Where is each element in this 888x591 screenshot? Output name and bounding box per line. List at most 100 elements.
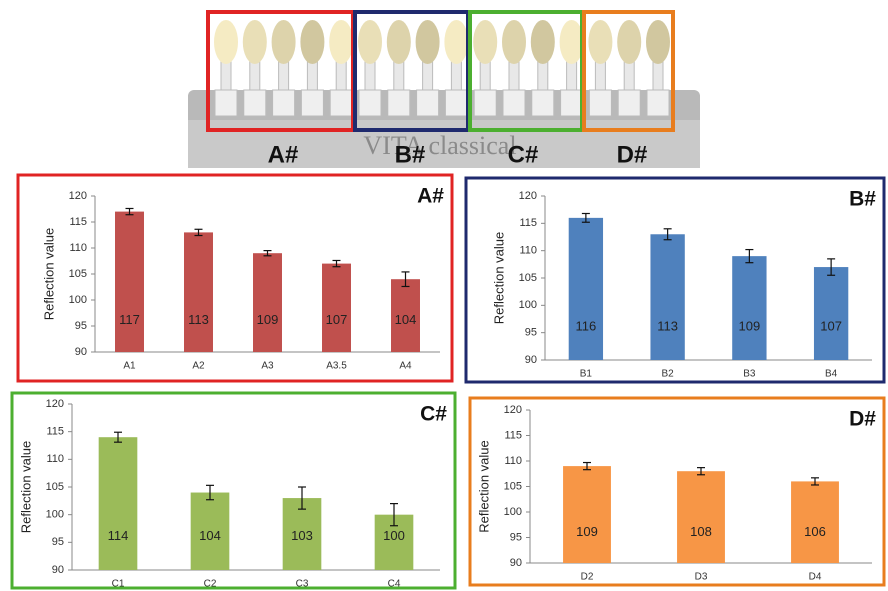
tooth [387,20,411,64]
bar [814,267,848,360]
bar [322,264,351,352]
tooth-stem [279,60,289,92]
y-tick-label: 120 [46,398,64,410]
value-label: 113 [188,312,209,327]
tooth-tab [244,90,266,116]
tooth [646,20,670,64]
tooth-tab [273,90,295,116]
chart-title: C# [420,403,447,426]
tooth-tab [647,90,669,116]
tooth [617,20,641,64]
value-label: 109 [576,524,598,539]
tooth-tab [359,90,381,116]
value-label: 116 [576,319,597,334]
y-tick-label: 115 [519,217,537,229]
y-tick-label: 100 [69,294,87,306]
value-label: 104 [199,528,221,543]
tooth-stem [509,60,519,92]
tooth-tab [388,90,410,116]
value-label: 113 [657,319,678,334]
y-tick-label: 90 [510,557,522,569]
bar [732,256,766,360]
bar [253,253,282,352]
y-tick-label: 110 [46,453,64,465]
tooth [531,20,555,64]
y-tick-label: 100 [46,509,64,521]
y-tick-label: 90 [525,354,537,366]
bar [184,232,213,352]
figure: VITA classical A# B# C# D# 90 95 100 105 110 115… [0,0,888,591]
chart-title: D# [849,408,876,431]
group-label: A# [268,141,299,168]
y-tick-label: 105 [46,481,64,493]
group-label: C# [508,141,539,168]
x-tick-label: C4 [388,579,401,590]
value-label: 107 [326,312,348,327]
y-tick-label: 90 [75,346,87,358]
tooth-stem [538,60,548,92]
y-tick-label: 115 [46,426,64,438]
tooth [473,20,497,64]
tooth [588,20,612,64]
y-tick-label: 110 [519,245,537,257]
tooth [300,20,324,64]
tooth-tab [589,90,611,116]
tooth [214,20,238,64]
y-tick-label: 120 [504,404,522,416]
tooth-stem [624,60,634,92]
x-tick-label: B2 [662,369,675,380]
y-tick-label: 95 [510,531,522,543]
bar [563,466,611,563]
x-tick-label: A3 [261,361,274,372]
y-tick-label: 120 [519,190,537,202]
tooth-tab [330,90,352,116]
tooth-tab [474,90,496,116]
y-tick-label: 105 [519,272,537,284]
x-tick-label: C1 [112,579,125,590]
bar [677,471,725,563]
tooth-stem [595,60,605,92]
tooth-tab [532,90,554,116]
y-tick-label: 105 [504,480,522,492]
chart-title: A# [417,185,444,208]
y-tick-label: 110 [504,455,522,467]
tooth-stem [451,60,461,92]
y-tick-label: 95 [525,327,537,339]
value-label: 108 [690,524,712,539]
tooth-stem [250,60,260,92]
tooth-stem [394,60,404,92]
bar [791,481,839,563]
tooth [272,20,296,64]
tooth-stem [480,60,490,92]
tooth-tab [503,90,525,116]
brand-text: VITA classical [363,131,516,160]
value-label: 106 [804,524,826,539]
group-label: D# [617,141,648,168]
y-axis-label: Reflection value [41,228,56,321]
tooth-tab [618,90,640,116]
tooth-tab [301,90,323,116]
value-label: 109 [739,319,761,334]
y-tick-label: 100 [504,506,522,518]
x-tick-label: A4 [399,361,412,372]
x-tick-label: D2 [581,572,594,583]
x-tick-label: A2 [192,361,205,372]
chart-title: B# [849,188,876,211]
group-label: B# [395,141,426,168]
y-tick-label: 100 [519,299,537,311]
x-tick-label: B1 [580,369,593,380]
y-tick-label: 95 [75,320,87,332]
y-tick-label: 120 [69,190,87,202]
shade-guide-photo: VITA classical A# B# C# D# [188,12,700,168]
tooth-tab [215,90,237,116]
tooth-stem [567,60,577,92]
value-label: 104 [395,312,417,327]
tooth-stem [221,60,231,92]
y-axis-label: Reflection value [476,440,491,533]
y-axis-label: Reflection value [18,441,33,534]
y-axis-label: Reflection value [491,232,506,325]
bar [115,212,144,352]
x-tick-label: D4 [809,572,822,583]
value-label: 107 [820,319,842,334]
tooth [358,20,382,64]
